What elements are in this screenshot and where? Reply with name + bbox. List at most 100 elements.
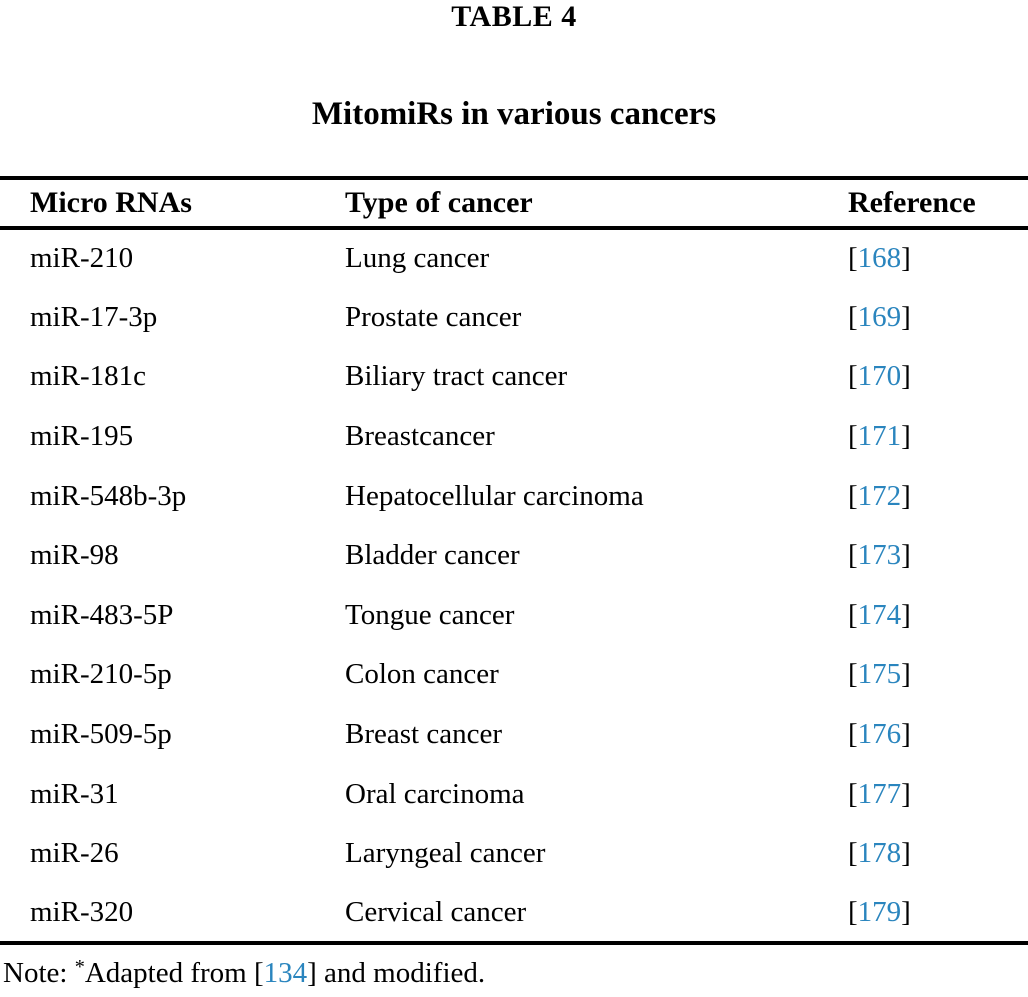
mirna-cell: miR-210 [30,242,134,275]
cancer-type-cell: Breastcancer [345,420,495,453]
footnote-star: * [74,956,85,978]
reference-cell: [172] [848,466,1028,526]
mirna-cell: miR-548b-3p [30,479,187,512]
table-footnote: Note: *Adapted from [134] and modified. [3,956,485,990]
table-row: miR-210-5p Colon cancer [175] [0,645,1028,705]
mirna-cell: miR-483-5P [30,598,174,631]
mirna-cell: miR-210-5p [30,658,172,691]
bracket-close: ] [901,658,911,691]
cancer-type-cell: Oral carcinoma [345,777,525,810]
bracket-close: ] [901,479,911,512]
column-header-micro-rnas: Micro RNAs [0,178,345,230]
reference-cell: [178] [848,824,1028,884]
table-row: miR-17-3p Prostate cancer [169] [0,288,1028,348]
footnote-reference-link[interactable]: 134 [263,957,308,990]
mirna-cell: miR-26 [30,837,119,870]
bracket-open: [ [253,957,264,990]
bracket-close: ] [901,539,911,572]
bracket-close: ] [901,242,911,275]
footnote-text-after-ref: and modified. [316,957,486,990]
cancer-type-cell: Breast cancer [345,718,502,751]
column-header-reference: Reference [848,178,1028,230]
header-row: Micro RNAs Type of cancer Reference [0,178,1028,230]
footnote-prefix: Note: [3,957,75,990]
reference-link[interactable]: 177 [857,777,902,810]
reference-cell: [170] [848,347,1028,407]
reference-link[interactable]: 168 [857,242,902,275]
bracket-close: ] [901,777,911,810]
table-row: miR-509-5p Breast cancer [176] [0,705,1028,765]
cancer-type-cell: Cervical cancer [345,895,527,928]
table-row: miR-195 Breastcancer [171] [0,407,1028,467]
reference-cell: [175] [848,645,1028,705]
mirna-cell: miR-509-5p [30,718,172,751]
bracket-open: [ [848,598,858,631]
bracket-open: [ [848,895,858,928]
table-row: miR-98 Bladder cancer [173] [0,526,1028,586]
bracket-close: ] [307,957,317,990]
bracket-open: [ [848,837,858,870]
bracket-close: ] [901,837,911,870]
bracket-close: ] [901,300,911,333]
bracket-open: [ [848,242,858,275]
table-title: MitomiRs in various cancers [311,96,717,132]
table-row: miR-483-5P Tongue cancer [174] [0,586,1028,646]
table-row: miR-31 Oral carcinoma [177] [0,764,1028,824]
cancer-type-cell: Bladder cancer [345,539,520,572]
mitomirs-table: Micro RNAs Type of cancer Reference miR-… [0,176,1028,946]
bracket-close: ] [901,895,911,928]
footnote-text-before-ref: Adapted from [84,957,254,990]
table-row: miR-210 Lung cancer [168] [0,228,1028,288]
reference-cell: [169] [848,288,1028,348]
column-header-type-of-cancer: Type of cancer [345,178,848,230]
reference-cell: [177] [848,764,1028,824]
bracket-open: [ [848,420,858,453]
mirna-cell: miR-181c [30,360,146,393]
reference-link[interactable]: 175 [857,658,902,691]
mirna-cell: miR-98 [30,539,119,572]
cancer-type-cell: Hepatocellular carcinoma [345,479,644,512]
bracket-close: ] [901,598,911,631]
mirna-cell: miR-17-3p [30,300,158,333]
reference-cell: [173] [848,526,1028,586]
table-row: miR-320 Cervical cancer [179] [0,884,1028,944]
reference-link[interactable]: 174 [857,598,902,631]
mirna-cell: miR-320 [30,895,134,928]
cancer-type-cell: Laryngeal cancer [345,837,546,870]
bracket-open: [ [848,777,858,810]
table-row: miR-548b-3p Hepatocellular carcinoma [17… [0,466,1028,526]
reference-link[interactable]: 178 [857,837,902,870]
reference-link[interactable]: 172 [857,479,902,512]
bracket-close: ] [901,420,911,453]
reference-cell: [179] [848,884,1028,944]
reference-link[interactable]: 179 [857,895,902,928]
table-label: TABLE 4 [451,0,577,33]
cancer-type-cell: Lung cancer [345,242,490,275]
reference-link[interactable]: 169 [857,300,902,333]
bracket-open: [ [848,658,858,691]
bracket-open: [ [848,300,858,333]
reference-link[interactable]: 173 [857,539,902,572]
reference-cell: [168] [848,228,1028,288]
bracket-close: ] [901,360,911,393]
cancer-type-cell: Biliary tract cancer [345,360,568,393]
reference-cell: [174] [848,586,1028,646]
table-body: miR-210 Lung cancer [168] miR-17-3p Pros… [0,228,1028,943]
reference-cell: [176] [848,705,1028,765]
reference-link[interactable]: 171 [857,420,902,453]
bracket-open: [ [848,539,858,572]
mirna-cell: miR-31 [30,777,119,810]
table-header: Micro RNAs Type of cancer Reference [0,178,1028,230]
table-row: miR-181c Biliary tract cancer [170] [0,347,1028,407]
reference-cell: [171] [848,407,1028,467]
bracket-open: [ [848,360,858,393]
reference-link[interactable]: 176 [857,718,902,751]
reference-link[interactable]: 170 [857,360,902,393]
bracket-open: [ [848,479,858,512]
table-row: miR-26 Laryngeal cancer [178] [0,824,1028,884]
cancer-type-cell: Tongue cancer [345,598,515,631]
cancer-type-cell: Colon cancer [345,658,499,691]
cancer-type-cell: Prostate cancer [345,300,522,333]
bracket-close: ] [901,718,911,751]
